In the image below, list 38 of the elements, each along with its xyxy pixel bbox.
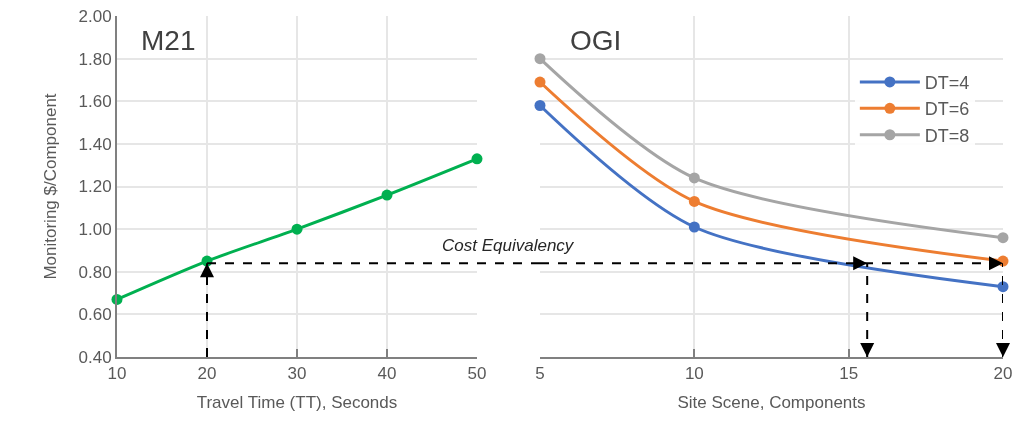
x-tick-label: 50 xyxy=(467,364,487,384)
x-tick-label: 5 xyxy=(535,364,545,384)
legend-label: DT=6 xyxy=(924,99,970,120)
point xyxy=(534,53,546,65)
y-tick-label: 1.60 xyxy=(78,92,112,112)
y-tick-label: 1.80 xyxy=(78,49,112,69)
x-tick-label: 10 xyxy=(107,364,127,384)
point xyxy=(997,232,1009,244)
point xyxy=(688,195,700,207)
point xyxy=(688,172,700,184)
x-tick-label: 10 xyxy=(684,364,704,384)
point xyxy=(997,281,1009,293)
point xyxy=(381,189,393,201)
x-tick-label: 30 xyxy=(287,364,307,384)
ref-line-label: Cost Equivalency xyxy=(442,236,575,255)
chart-title: OGI xyxy=(570,25,622,56)
x-tick-label: 15 xyxy=(839,364,859,384)
x-tick-label: 20 xyxy=(197,364,217,384)
x-axis-title: Site Scene, Components xyxy=(677,393,866,413)
x-axis-title: Travel Time (TT), Seconds xyxy=(196,393,398,413)
y-tick-label: 1.00 xyxy=(78,220,112,240)
point xyxy=(471,153,483,165)
y-tick-label: 0.80 xyxy=(78,262,112,282)
y-tick-label: 2.00 xyxy=(78,6,112,26)
chart-title: M21 xyxy=(141,25,196,56)
point xyxy=(688,221,700,233)
y-tick-label: 0.40 xyxy=(78,347,112,367)
y-tick-label: 0.60 xyxy=(78,305,112,325)
legend-label: DT=4 xyxy=(924,72,970,93)
y-tick-label: 1.40 xyxy=(78,134,112,154)
y-tick-label: 1.20 xyxy=(78,177,112,197)
x-tick-label: 20 xyxy=(993,364,1013,384)
x-tick-label: 40 xyxy=(377,364,397,384)
point xyxy=(291,223,303,235)
point xyxy=(534,76,546,88)
legend-label: DT=8 xyxy=(924,125,970,146)
point xyxy=(534,100,546,112)
y-axis-title: Monitoring $/Component xyxy=(40,93,60,280)
